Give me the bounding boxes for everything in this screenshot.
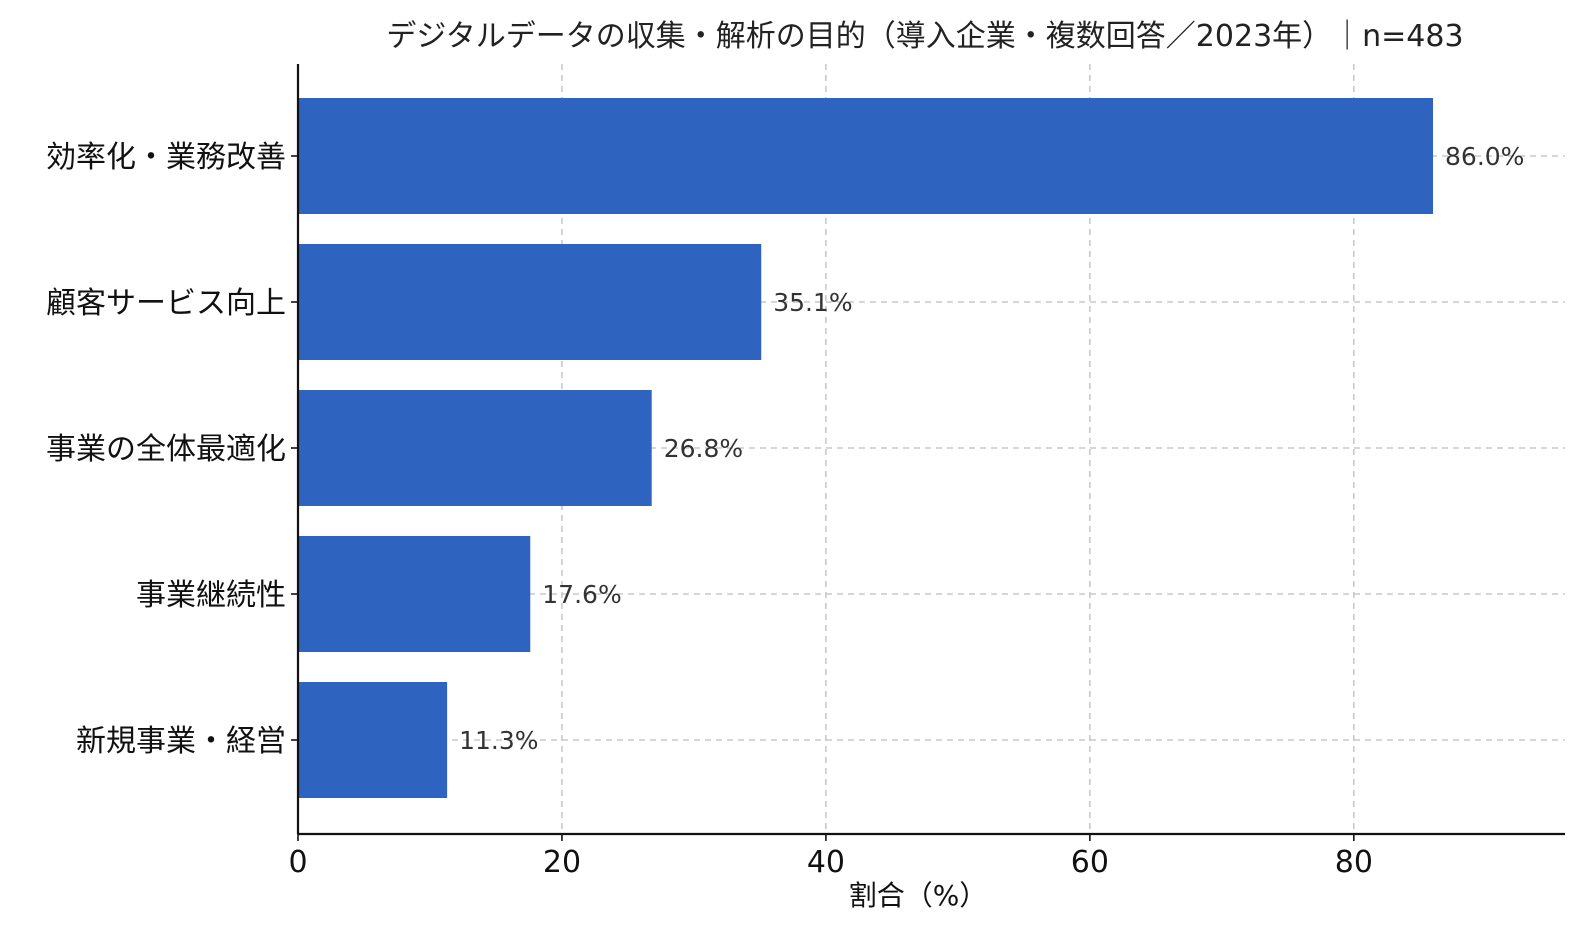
- category-label-3: 事業継続性: [136, 578, 286, 613]
- bar-4: [298, 682, 448, 798]
- value-label-0: 86.0%: [1445, 142, 1524, 171]
- x-tick-label-2: 40: [807, 845, 845, 880]
- bar-0: [298, 98, 1434, 214]
- value-label-2: 26.8%: [664, 434, 743, 463]
- bar-3: [298, 536, 531, 652]
- x-tick-label-3: 60: [1071, 845, 1109, 880]
- labels: 0 20 40 60 80 効率化・業務改善 86.0% 顧客サービス向上 35.1% 事業の全体…: [46, 140, 1524, 880]
- value-label-3: 17.6%: [542, 580, 621, 609]
- x-tick-label-1: 20: [543, 845, 581, 880]
- axes: [291, 64, 1565, 841]
- category-label-0: 効率化・業務改善: [46, 140, 286, 175]
- x-axis-title: 割合（%）: [849, 879, 988, 912]
- value-label-1: 35.1%: [773, 288, 852, 317]
- chart-title: デジタルデータの収集・解析の目的（導入企業・複数回答／2023年）｜n=483: [386, 19, 1463, 54]
- category-label-2: 事業の全体最適化: [46, 432, 286, 467]
- bars: [298, 98, 1434, 798]
- x-tick-label-4: 80: [1335, 845, 1373, 880]
- x-tick-label-0: 0: [288, 845, 307, 880]
- category-label-4: 新規事業・経営: [76, 724, 286, 759]
- value-label-4: 11.3%: [459, 726, 538, 755]
- category-label-1: 顧客サービス向上: [46, 286, 286, 321]
- bar-1: [298, 244, 762, 360]
- bar-2: [298, 390, 652, 506]
